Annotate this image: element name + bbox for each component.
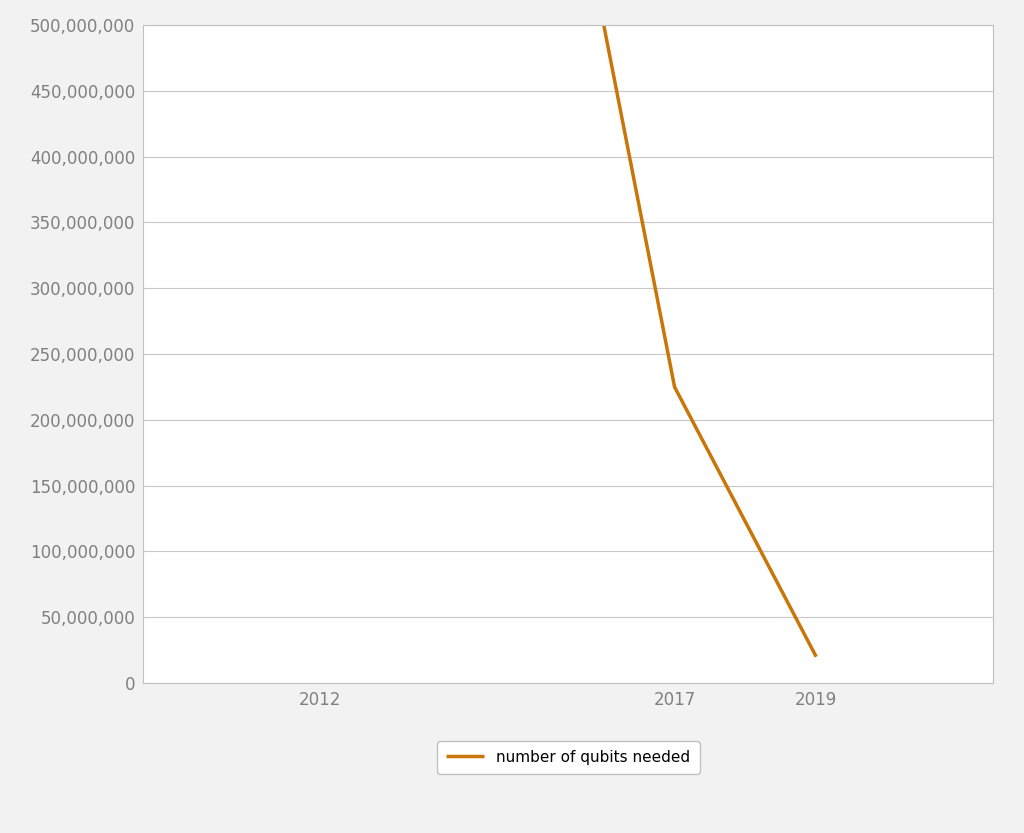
number of qubits needed — [598, 20, 610, 30]
Legend: number of qubits needed: number of qubits needed — [437, 741, 699, 774]
Line: number of qubits needed: number of qubits needed — [604, 25, 816, 656]
number of qubits needed — [669, 382, 681, 392]
number of qubits needed — [810, 651, 822, 661]
